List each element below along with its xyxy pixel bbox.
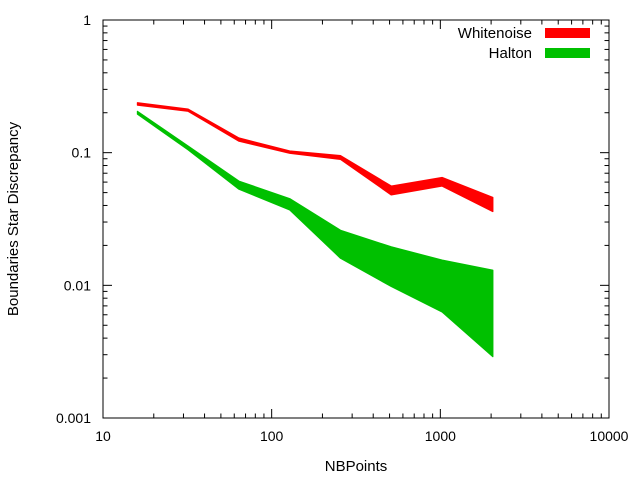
series-band-halton: [136, 110, 494, 358]
legend-swatch-whitenoise: [545, 28, 590, 38]
x-axis-label: NBPoints: [325, 458, 388, 475]
legend-label-halton: Halton: [489, 45, 532, 62]
series-band-whitenoise: [136, 102, 494, 213]
legend: Whitenoise Halton: [458, 25, 590, 62]
legend-swatch-halton: [545, 48, 590, 58]
y-axis-label: Boundaries Star Discrepancy: [5, 121, 22, 316]
ticks-layer: 10 100 1000 10000 0.001 0.01 0.1 1: [56, 12, 629, 444]
y-tick-label: 0.1: [72, 145, 92, 161]
x-tick-label: 10: [95, 428, 111, 444]
y-tick-label: 0.001: [56, 410, 91, 426]
x-tick-label: 10000: [590, 428, 629, 444]
x-tick-label: 100: [260, 428, 284, 444]
y-tick-label: 1: [83, 12, 91, 28]
y-tick-label: 0.01: [64, 277, 91, 293]
x-tick-label: 1000: [425, 428, 456, 444]
series-layer: [136, 102, 494, 358]
plot-frame: [102, 19, 610, 419]
legend-label-whitenoise: Whitenoise: [458, 25, 532, 42]
